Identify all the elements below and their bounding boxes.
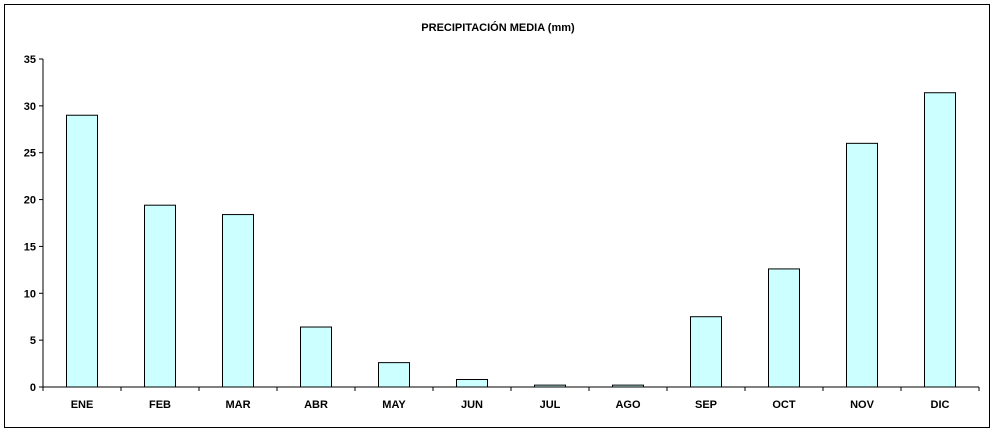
x-tick-label: ABR [304,399,328,411]
x-tick-label: MAY [382,399,406,411]
y-tick-label: 20 [24,195,36,207]
x-tick-label: JUL [540,399,561,411]
x-tick-label: FEB [149,399,171,411]
x-axis: ENE FEB MAR ABR MAY JUN JUL AGO SEP OCT NOV DIC [42,386,980,411]
y-axis: 0 5 10 15 20 25 30 35 [24,54,44,394]
bar-abr [300,326,332,388]
bar-oct [768,268,800,388]
bar-feb [144,204,176,388]
chart-frame: PRECIPITACIÓN MEDIA (mm) 0 5 10 15 20 25 30 35 … [4,4,990,428]
bars-layer [66,92,956,388]
x-tick-label: MAR [225,399,250,411]
x-tick-label: JUN [461,399,483,411]
bar-nov [846,142,878,388]
x-tick-label: ENE [71,399,94,411]
bar-mar [222,214,254,388]
chart-title: PRECIPITACIÓN MEDIA (mm) [421,22,575,34]
bar-chart: 0 5 10 15 20 25 30 35 ENE FEB MAR ABR MAY JUN JUL AGO S… [24,54,980,411]
y-tick-label: 10 [24,288,36,300]
x-tick-label: OCT [772,399,796,411]
y-tick-label: 25 [24,148,36,160]
y-tick-label: 0 [30,382,36,394]
bar-dic [924,92,956,388]
bar-sep [690,316,722,388]
bar-jun [456,379,488,388]
x-tick-label: SEP [695,399,717,411]
y-tick-label: 35 [24,54,36,66]
y-tick-label: 15 [24,241,36,253]
bar-ene [66,114,98,388]
y-tick-label: 5 [30,335,36,347]
x-tick-label: DIC [931,399,950,411]
x-tick-label: AGO [615,399,641,411]
y-tick-label: 30 [24,101,36,113]
x-tick-label: NOV [850,399,875,411]
bar-may [378,362,410,388]
